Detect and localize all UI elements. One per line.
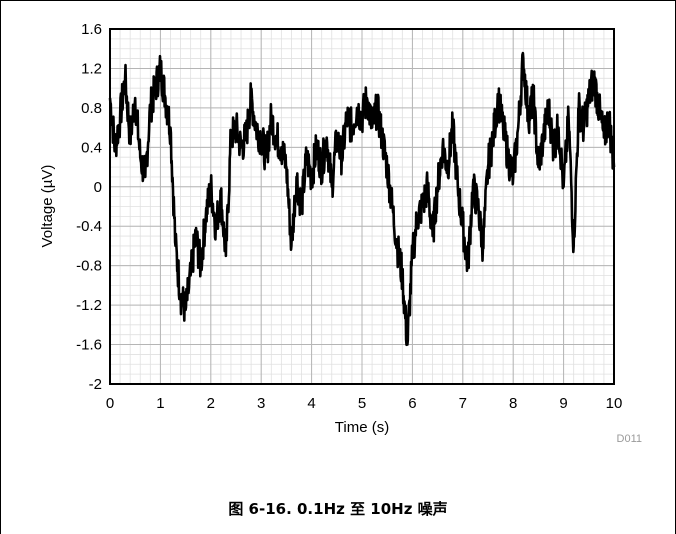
x-tick-label: 7: [459, 395, 467, 412]
plot-border: [109, 28, 615, 385]
y-tick-label: 0.8: [81, 100, 102, 117]
y-axis-title: Voltage (µV): [39, 165, 56, 248]
y-tick-label: -0.4: [76, 218, 102, 235]
x-tick-label: 4: [307, 395, 315, 412]
y-tick-label: -1.2: [76, 297, 102, 314]
y-tick-label: 0.4: [81, 139, 102, 156]
x-tick-label: 3: [257, 395, 265, 412]
y-tick-label: -1.6: [76, 337, 102, 354]
x-tick-label: 6: [408, 395, 416, 412]
tick-labels: 0 1 2 3 4 5 6 7 8 9 10 1.6 1.2 0.8 0.4 0 -0.4 -0.8 -1.2 -1.…: [76, 21, 622, 412]
y-tick-label: 0: [94, 179, 102, 196]
voltage-trace: [108, 51, 616, 347]
x-tick-label: 10: [606, 395, 623, 412]
y-tick-label: -2: [89, 376, 102, 393]
x-axis-title: Time (s): [335, 419, 389, 436]
x-tick-label: 9: [559, 395, 567, 412]
figure-caption: 图 6-16. 0.1Hz 至 10Hz 噪声: [228, 500, 448, 518]
y-tick-label: 1.2: [81, 60, 102, 77]
y-tick-label: -0.8: [76, 258, 102, 275]
document-id: D011: [617, 433, 642, 445]
x-tick-label: 2: [207, 395, 215, 412]
x-tick-label: 1: [156, 395, 164, 412]
x-tick-label: 5: [358, 395, 366, 412]
x-tick-label: 8: [509, 395, 517, 412]
x-tick-label: 0: [106, 395, 114, 412]
frame-left-border: [0, 0, 1, 534]
y-tick-label: 1.6: [81, 21, 102, 38]
frame-top-border: [0, 0, 676, 1]
